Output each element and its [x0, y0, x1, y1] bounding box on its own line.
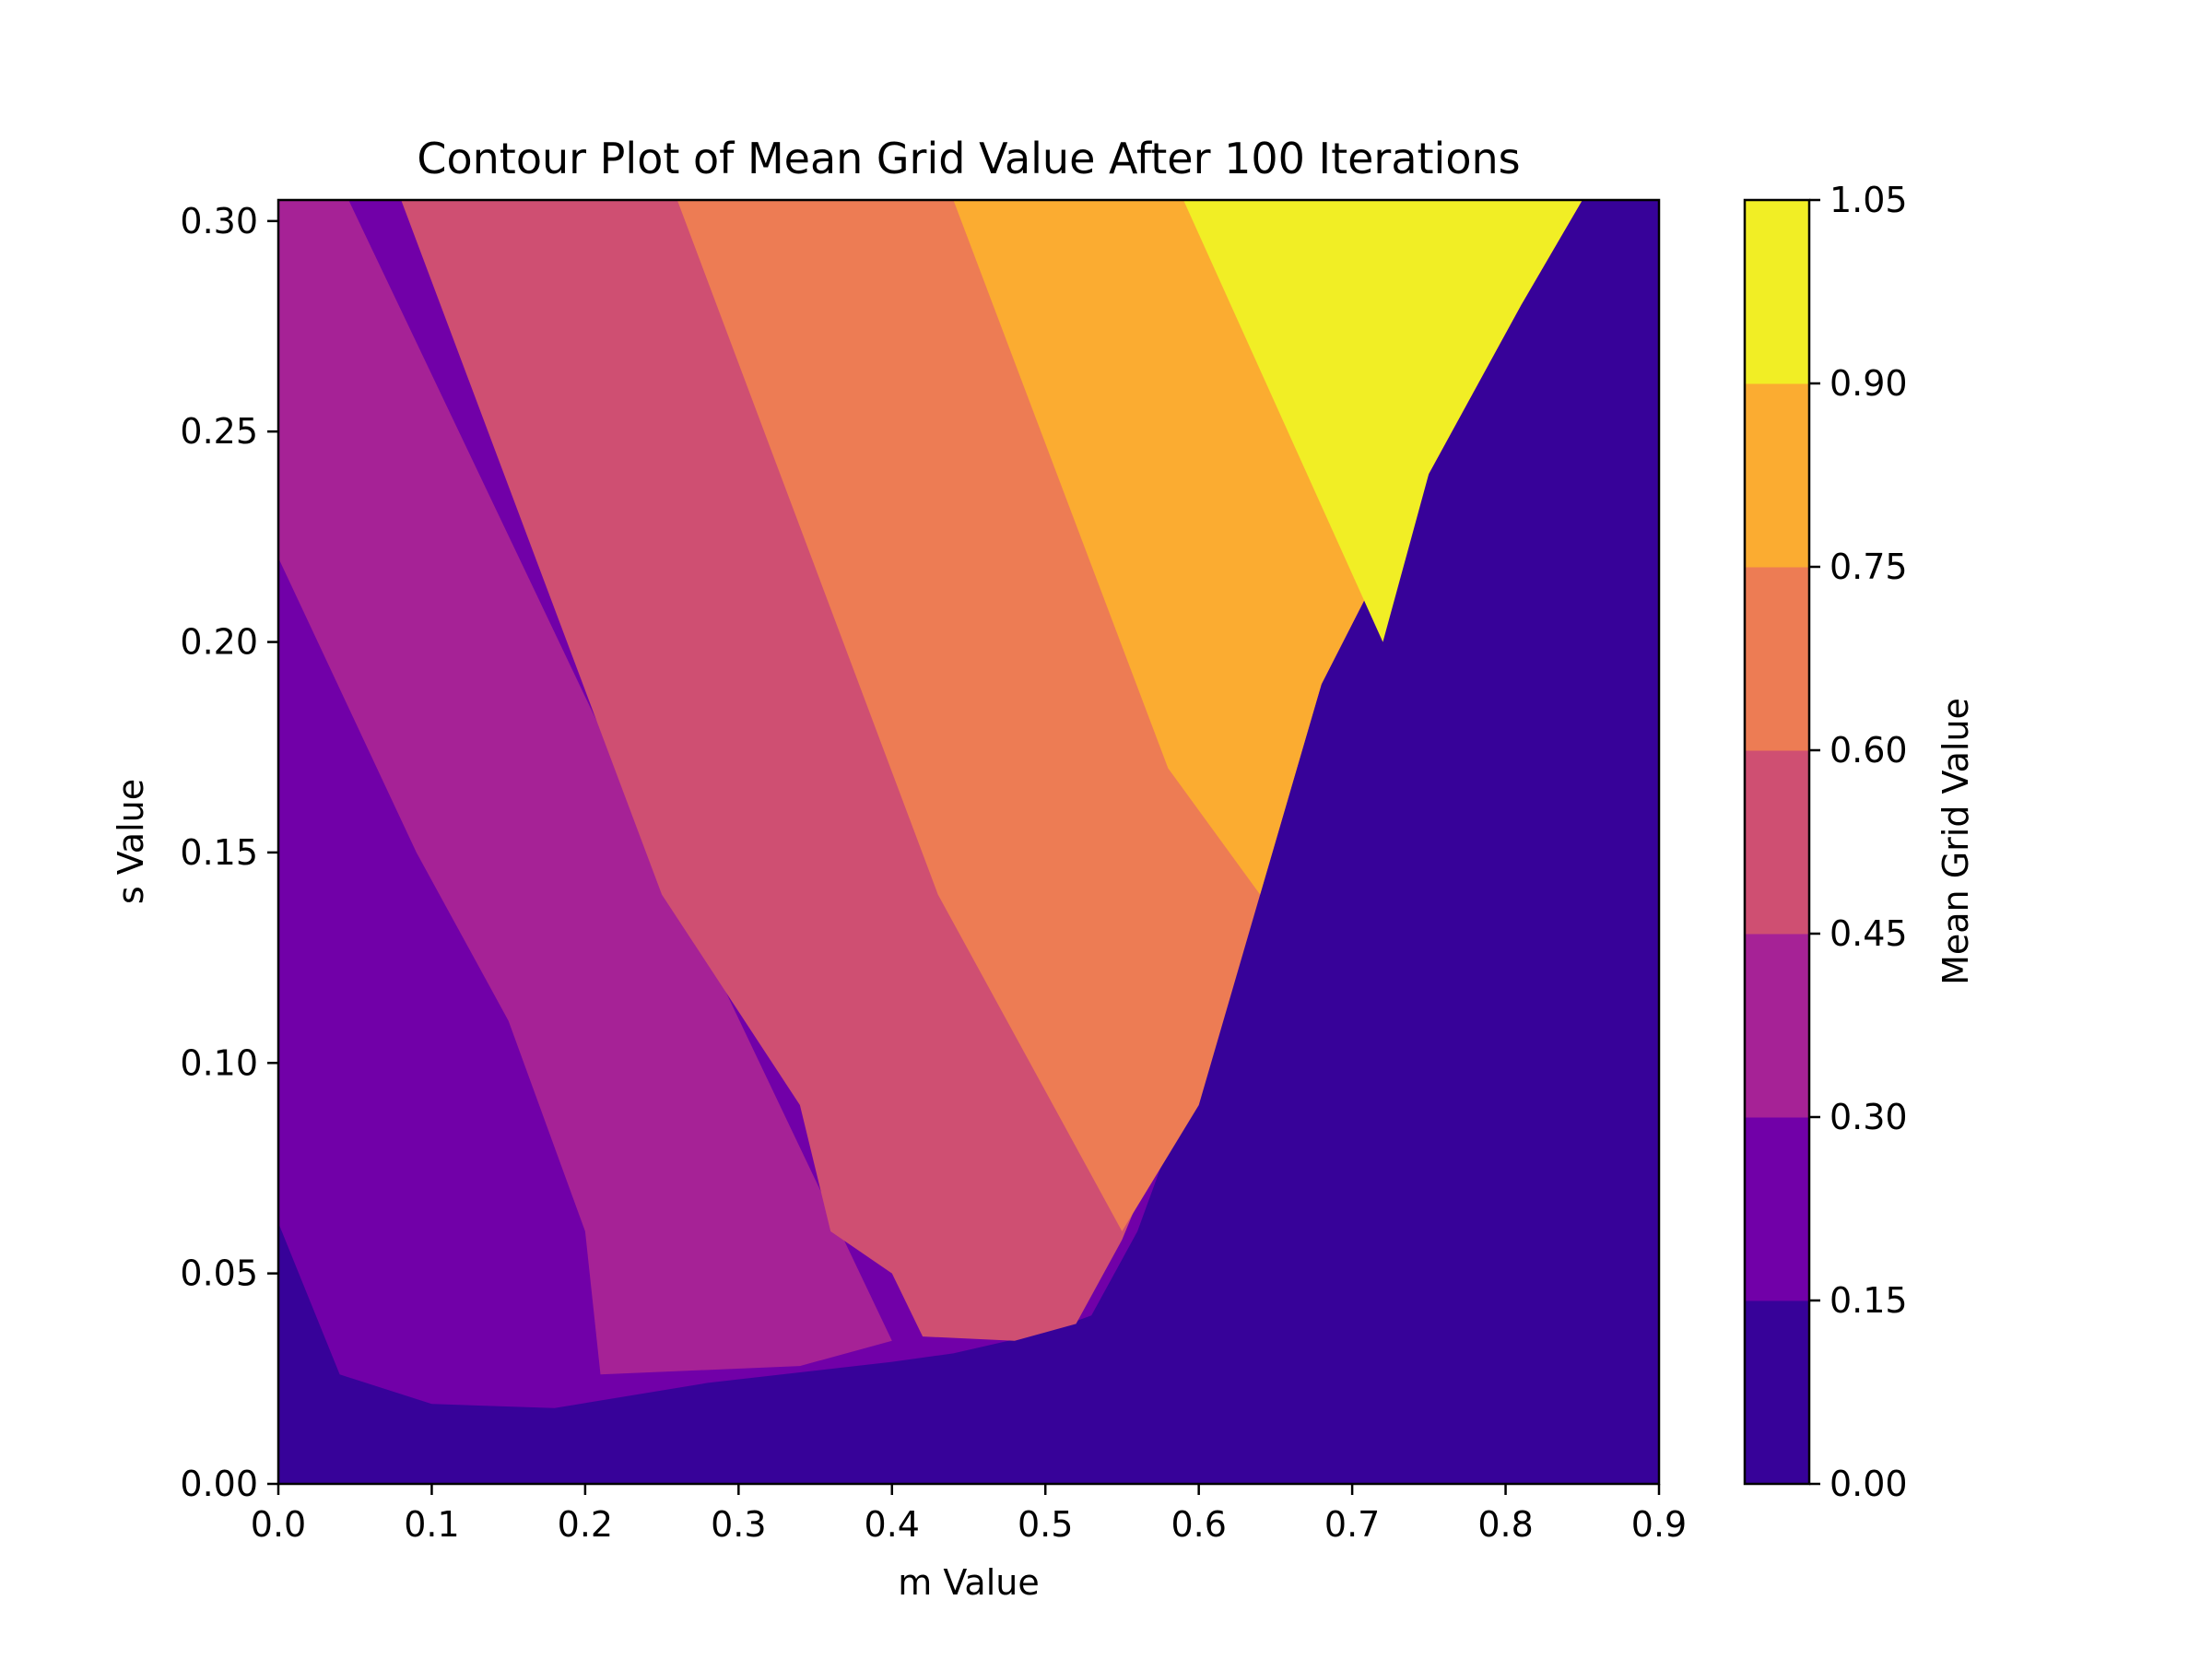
plot-area — [276, 198, 1661, 1486]
colorbar-tick-label: 0.60 — [1830, 730, 1908, 771]
x-tick-label: 0.7 — [1324, 1504, 1380, 1545]
x-tick-label: 0.4 — [865, 1504, 920, 1545]
x-tick-label: 0.3 — [711, 1504, 766, 1545]
colorbar-segment — [1745, 383, 1809, 568]
x-tick-label: 0.6 — [1171, 1504, 1226, 1545]
colorbar-frame — [1743, 198, 1811, 1486]
y-tick-label: 0.20 — [180, 622, 258, 663]
colorbar-segment — [1745, 934, 1809, 1118]
y-tick-label: 0.30 — [180, 201, 258, 241]
colorbar-segment — [1745, 1117, 1809, 1301]
contour-region-level-7 — [1183, 200, 1583, 642]
colorbar-segment — [1745, 200, 1809, 384]
colorbar-segment — [1745, 567, 1809, 751]
colorbar-tick-label: 0.75 — [1830, 547, 1908, 587]
colorbar-tick-label: 0.15 — [1830, 1280, 1908, 1321]
x-axis: 0.0 0.1 0.2 0.3 0.4 0.5 0.6 0.7 0.8 0.9 — [251, 1484, 1687, 1545]
y-axis-label: s Value — [111, 779, 151, 904]
x-tick-label: 0.0 — [251, 1504, 306, 1545]
chart-title: Contour Plot of Mean Grid Value After 10… — [417, 134, 1520, 183]
x-tick-label: 0.9 — [1631, 1504, 1687, 1545]
y-axis: 0.00 0.05 0.10 0.15 0.20 0.25 0.30 — [180, 201, 278, 1504]
y-tick-label: 0.10 — [180, 1042, 258, 1083]
x-tick-label: 0.8 — [1477, 1504, 1533, 1545]
x-tick-label: 0.5 — [1018, 1504, 1073, 1545]
x-axis-label: m Value — [898, 1562, 1039, 1603]
colorbar-tick-label: 1.05 — [1830, 180, 1908, 220]
x-tick-label: 0.1 — [404, 1504, 459, 1545]
y-tick-label: 0.25 — [180, 411, 258, 452]
plot-frame — [276, 198, 1661, 1486]
y-tick-label: 0.05 — [180, 1253, 258, 1294]
y-tick-label: 0.15 — [180, 832, 258, 873]
colorbar-tick-label: 0.90 — [1830, 363, 1908, 404]
contour-region-level-3 — [278, 200, 892, 1375]
colorbar-segment — [1745, 750, 1809, 935]
colorbar-tick-label: 0.00 — [1830, 1464, 1908, 1504]
colorbar-tick-label: 0.45 — [1830, 913, 1908, 954]
colorbar-label: Mean Grid Value — [1936, 698, 1976, 985]
y-tick-label: 0.00 — [180, 1464, 258, 1504]
colorbar-segment — [1745, 1300, 1809, 1485]
x-tick-label: 0.2 — [558, 1504, 613, 1545]
contour-regions — [278, 200, 1659, 1484]
colorbar-tick-label: 0.30 — [1830, 1097, 1908, 1137]
colorbar: 0.00 0.15 0.30 0.45 0.60 0.75 0.90 1.05 — [1743, 180, 1908, 1504]
